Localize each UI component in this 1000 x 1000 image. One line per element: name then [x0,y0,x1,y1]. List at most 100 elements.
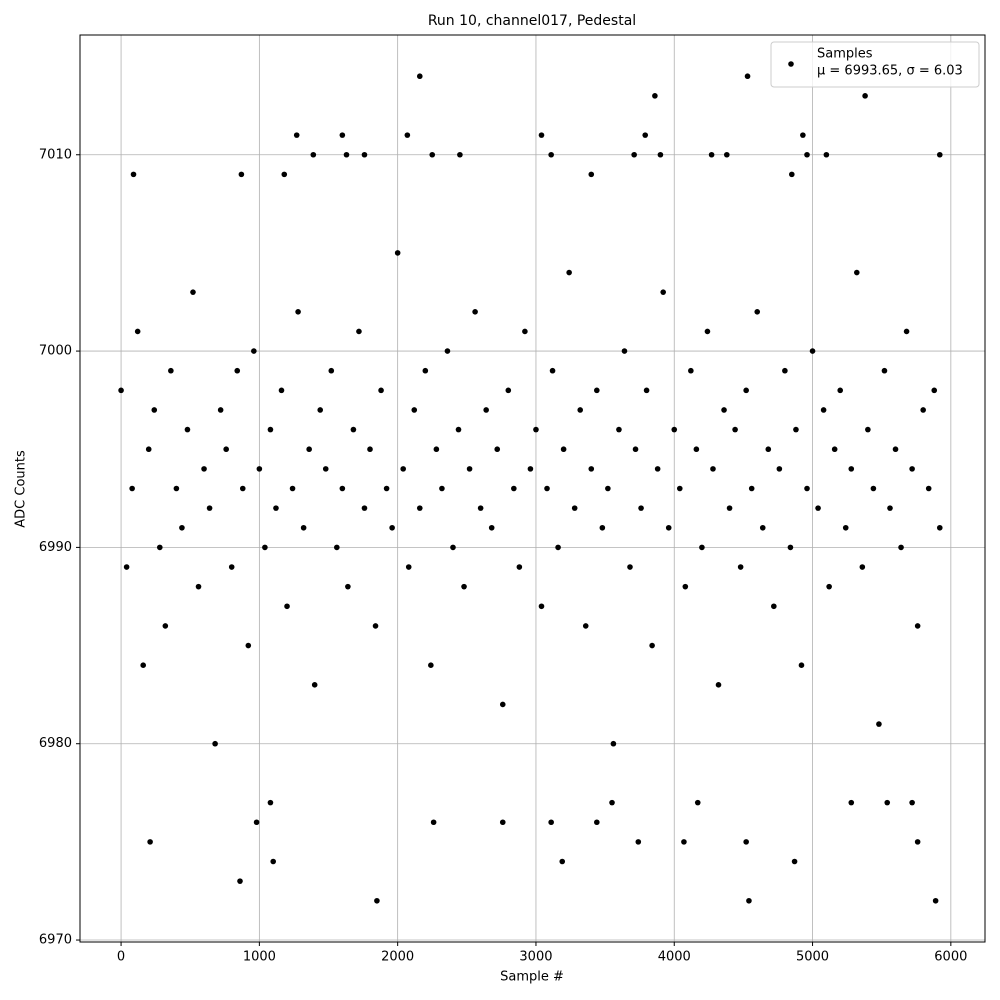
point [253,819,260,826]
point [361,151,368,158]
point [334,544,340,551]
point [472,309,478,315]
point [270,858,276,865]
point [635,839,642,845]
chart-title: Run 10, channel017, Pedestal [428,13,636,29]
point [559,858,566,865]
point [544,485,550,492]
point [694,799,701,806]
point [350,426,357,433]
point [936,524,943,531]
point [665,524,672,531]
point [293,132,300,138]
point [588,466,595,472]
point [710,466,716,472]
point [936,151,943,158]
point [759,524,766,531]
point [483,407,489,413]
point [571,505,578,511]
point [404,132,411,138]
point [251,348,257,354]
y-tick-label: 7000 [39,344,72,359]
point [555,544,561,551]
point [748,485,755,492]
point [859,564,866,570]
point [588,171,595,178]
point [400,466,406,472]
point [234,367,241,374]
point [455,426,462,433]
point [793,426,799,433]
point [367,446,373,453]
point [538,603,545,610]
point [826,583,832,590]
x-tick-label: 1000 [243,950,276,965]
legend-marker [788,61,794,67]
point [631,151,637,158]
point [488,524,495,531]
point [809,348,816,354]
point [184,426,191,433]
point [804,485,810,492]
point [322,466,329,472]
point [533,426,539,433]
point [378,387,384,394]
point [356,328,362,335]
point [865,426,871,433]
point [477,505,484,511]
point [300,524,307,531]
point [831,446,838,453]
point [610,740,617,747]
point [372,623,379,629]
point [632,446,639,453]
x-tick-label: 2000 [381,950,414,965]
y-tick-label: 7010 [39,147,72,162]
point [746,897,752,904]
point [743,839,749,845]
point [428,662,434,668]
point [804,151,810,158]
point [328,367,335,374]
point [638,505,644,511]
point [145,446,152,453]
point [715,682,722,688]
point [870,485,877,492]
point [609,799,615,806]
point [267,426,274,433]
point [914,623,921,629]
point [566,269,572,276]
point [311,682,318,688]
y-tick-label: 6980 [39,736,72,751]
point [920,407,926,413]
point [721,407,727,413]
point [140,662,147,668]
point [599,524,606,531]
point [430,819,437,826]
point [361,505,368,511]
point [881,367,888,374]
point [522,328,528,335]
point [765,446,772,453]
point [147,839,153,845]
point [168,367,174,374]
point [892,446,899,453]
point [744,73,751,80]
point [173,485,180,492]
point [516,564,523,570]
point [345,583,351,590]
y-tick-label: 6970 [39,933,72,948]
point [724,151,730,158]
point [884,799,891,806]
point [909,466,915,472]
point [708,151,715,158]
point [118,387,124,394]
point [548,819,554,826]
point [820,407,827,413]
legend-detail: μ = 6993.65, σ = 6.03 [817,64,963,79]
point [621,348,628,354]
point [898,544,904,551]
y-axis-label: ADC Counts [14,450,29,528]
grid [80,35,985,942]
point [389,524,395,531]
point [743,387,749,394]
